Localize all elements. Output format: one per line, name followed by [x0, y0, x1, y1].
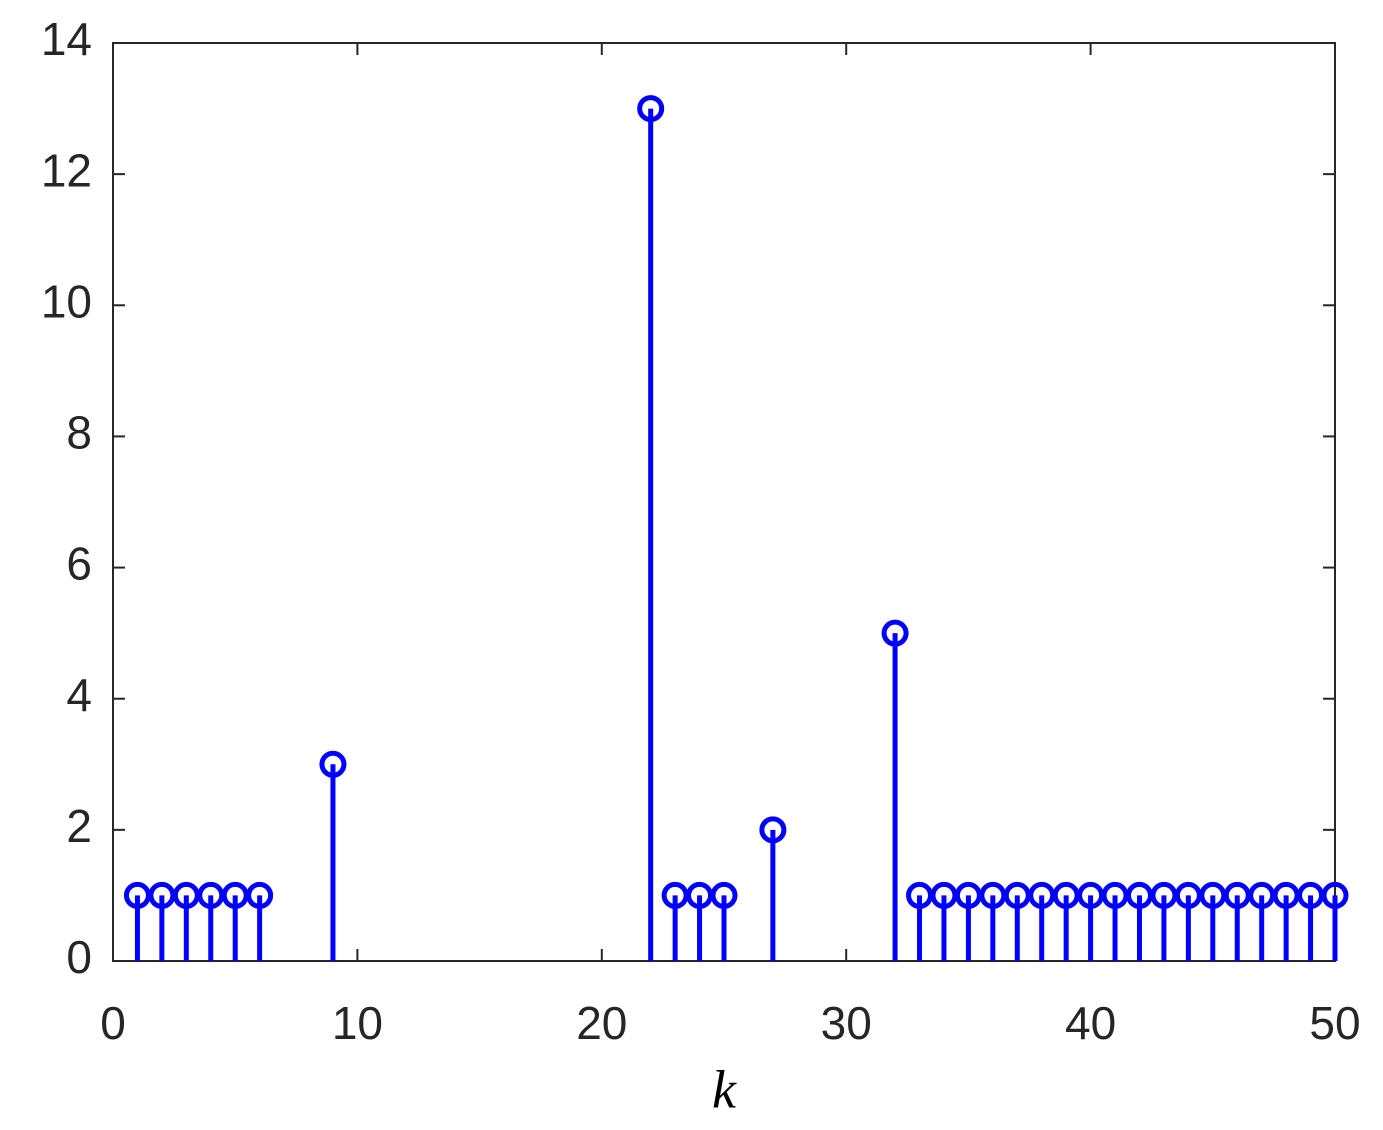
stem-marker — [759, 816, 787, 844]
stem-marker — [246, 881, 274, 909]
stem-marker — [637, 95, 665, 123]
y-tick-label: 10 — [41, 275, 92, 327]
y-tick-label: 14 — [41, 13, 92, 65]
stem-marker — [319, 750, 347, 778]
x-tick-label: 50 — [1309, 997, 1360, 1049]
y-tick-label: 12 — [41, 144, 92, 196]
y-tick-label: 4 — [66, 669, 92, 721]
x-tick-label: 10 — [332, 997, 383, 1049]
x-tick-label: 40 — [1065, 997, 1116, 1049]
x-tick-label: 30 — [821, 997, 872, 1049]
y-tick-label: 8 — [66, 407, 92, 459]
x-axis-label: k — [712, 1059, 737, 1119]
x-tick-label: 20 — [576, 997, 627, 1049]
x-tick-label: 0 — [100, 997, 126, 1049]
y-tick-label: 6 — [66, 538, 92, 590]
stem-marker — [881, 619, 909, 647]
y-tick-label: 2 — [66, 800, 92, 852]
stem-marker — [1321, 881, 1349, 909]
y-tick-label: 0 — [66, 931, 92, 983]
stem-marker — [710, 881, 738, 909]
plot-frame — [112, 42, 1336, 962]
